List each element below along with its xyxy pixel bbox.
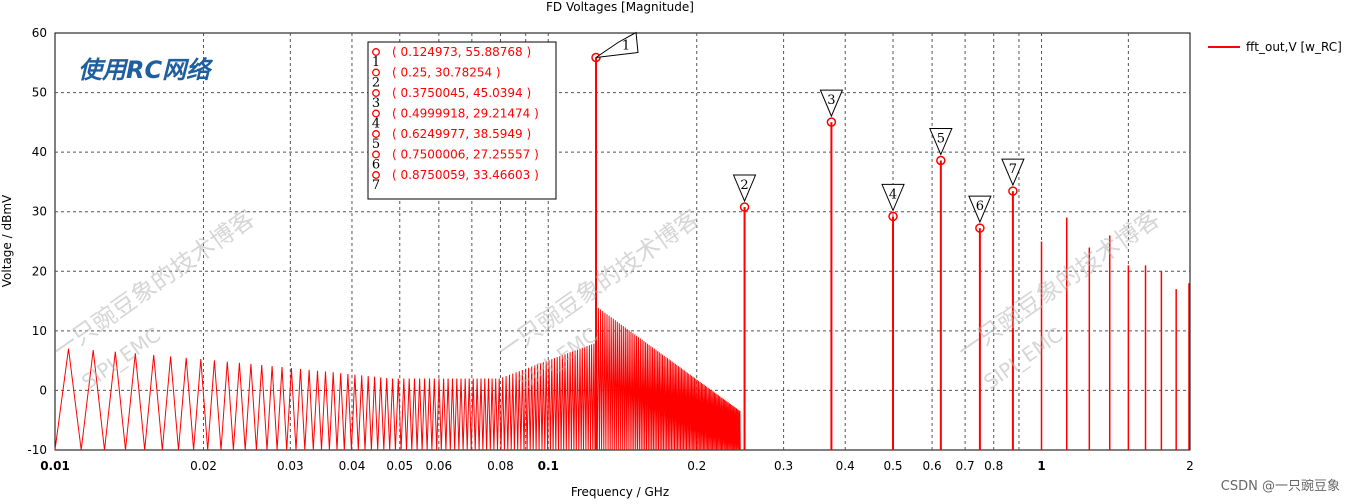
rc-network-annotation: 使用RC网络 [78, 56, 214, 84]
marker-table-index: 2 [372, 76, 380, 91]
marker-callout-label-4: 4 [889, 187, 897, 202]
x-tick-label: 0.04 [339, 459, 366, 473]
x-tick-label: 0.4 [836, 459, 855, 473]
marker-table-value: ( 0.4999918, 29.21474 ) [392, 107, 539, 121]
x-tick-label: 0.05 [386, 459, 413, 473]
x-tick-label: 0.3 [774, 459, 793, 473]
marker-table-index: 1 [372, 55, 380, 70]
marker-point-4 [888, 211, 898, 222]
x-tick-label: 0.5 [883, 459, 902, 473]
marker-table-symbol [372, 109, 380, 118]
y-tick-label: 50 [32, 86, 47, 100]
marker-callout-label-1: 1 [622, 38, 630, 53]
marker-table-symbol [372, 130, 380, 138]
x-tick-label: 0.02 [190, 459, 217, 473]
x-tick-label: 0.01 [40, 459, 70, 473]
marker-table-index: 7 [372, 178, 380, 193]
marker-callout-label-3: 3 [827, 93, 835, 108]
marker-table-value: ( 0.3750045, 45.0394 ) [392, 86, 531, 100]
marker-callout-3 [819, 89, 844, 118]
marker-table-index: 6 [372, 158, 380, 173]
csdn-footer: CSDN @一只豌豆象 [1221, 478, 1340, 494]
marker-callout-label-5: 5 [937, 132, 945, 147]
marker-table-index: 5 [372, 137, 380, 152]
x-tick-label: 0.8 [984, 459, 1003, 473]
marker-table-value: ( 0.8750059, 33.46603 ) [392, 168, 539, 182]
spectrum-trace [54, 307, 741, 451]
marker-table-symbol [372, 171, 380, 179]
chart-title: FD Voltages [Magnitude] [546, 0, 694, 14]
x-tick-label: 0.03 [277, 459, 304, 473]
x-tick-label: 0.6 [923, 459, 942, 473]
x-tick-label: 0.2 [687, 459, 706, 473]
marker-table-value: ( 0.124973, 55.88768 ) [392, 45, 531, 59]
marker-callout-label-7: 7 [1009, 162, 1017, 177]
x-tick-label: 0.06 [425, 459, 452, 473]
marker-table-symbol [372, 48, 380, 56]
y-tick-label: 20 [32, 264, 47, 278]
marker-table-symbol [372, 89, 380, 97]
marker-table-symbol [372, 150, 380, 159]
marker-table-value: ( 0.6249977, 38.5949 ) [392, 127, 531, 141]
x-tick-label: 0.7 [956, 459, 975, 473]
marker-point-6 [975, 223, 985, 233]
marker-callout-7 [1001, 158, 1025, 187]
legend-label: fft_out,V [w_RC] [1246, 40, 1342, 54]
y-tick-label: 0 [39, 383, 47, 397]
marker-table-symbol [372, 68, 380, 77]
marker-callout-1 [595, 31, 639, 58]
marker-callout-6 [968, 195, 992, 224]
marker-table-box [367, 41, 557, 200]
x-tick-label: 0.1 [538, 459, 559, 473]
y-tick-label: 40 [32, 145, 47, 159]
marker-callout-2 [732, 174, 757, 203]
x-tick-label: 0.08 [487, 459, 514, 473]
marker-callout-label-6: 6 [976, 199, 984, 214]
marker-callout-label-2: 2 [740, 178, 748, 193]
x-axis-title: Frequency / GHz [571, 485, 669, 499]
y-tick-label: 10 [32, 324, 47, 338]
y-tick-label: 30 [32, 205, 47, 219]
x-tick-label: 1 [1037, 459, 1045, 473]
y-tick-label: 60 [32, 26, 47, 40]
marker-table-value: ( 0.7500006, 27.25557 ) [392, 148, 539, 162]
y-axis-title: Voltage / dBmV [0, 194, 14, 287]
marker-point-2 [739, 202, 750, 212]
marker-table-value: ( 0.25, 30.78254 ) [392, 66, 501, 80]
marker-callout-5 [929, 128, 953, 156]
marker-point-7 [1008, 186, 1018, 196]
y-tick-label: -10 [27, 443, 47, 457]
x-tick-label: 2 [1186, 459, 1194, 473]
marker-point-3 [826, 117, 837, 127]
marker-table-index: 4 [372, 117, 380, 132]
marker-point-5 [936, 155, 946, 166]
legend: fft_out,V [w_RC] [1208, 40, 1342, 54]
marker-table-index: 3 [372, 96, 380, 111]
marker-callout-4 [881, 183, 905, 212]
